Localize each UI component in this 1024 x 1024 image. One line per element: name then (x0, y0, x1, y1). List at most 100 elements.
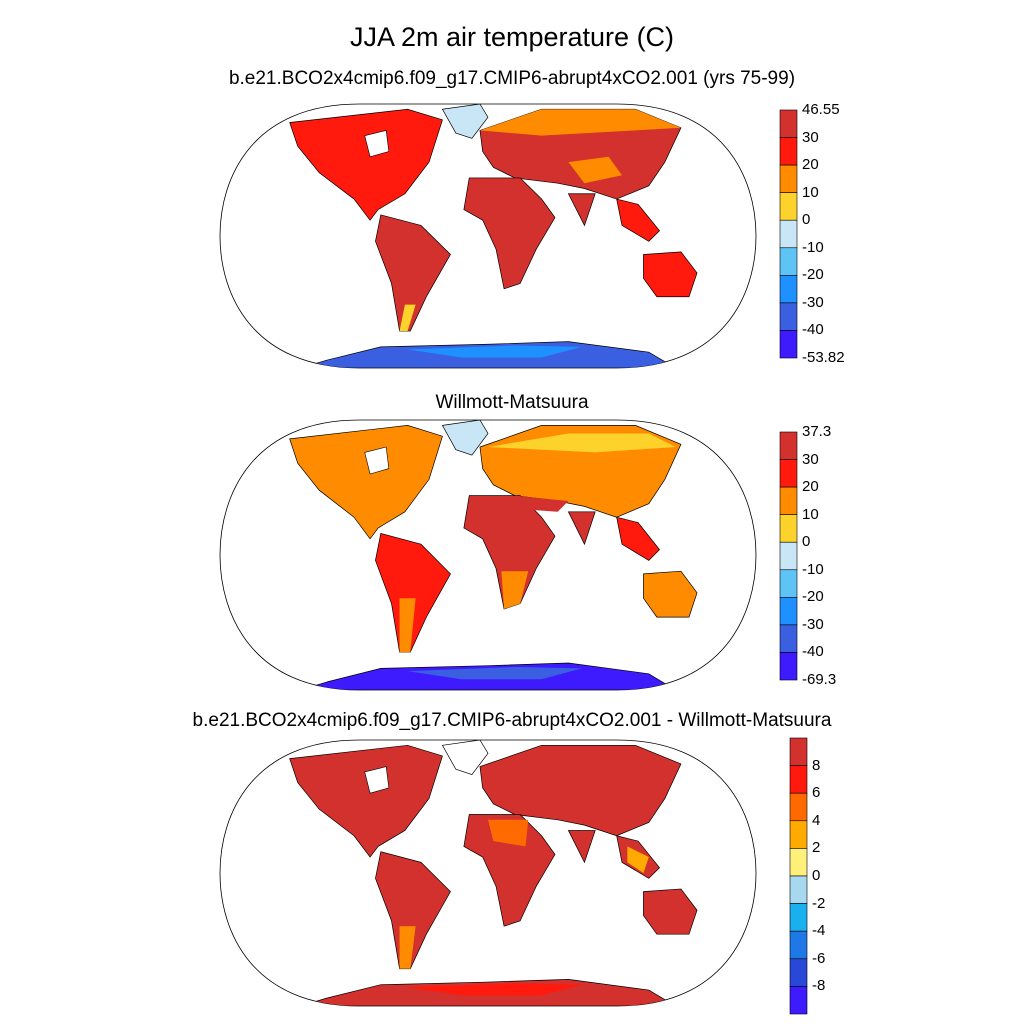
hudson-bay (364, 766, 390, 794)
region-sea (616, 198, 660, 242)
colorbar-tick-label: 0 (812, 867, 821, 884)
region-ind (567, 830, 596, 864)
colorbar-tick-label: 37.3 (802, 423, 832, 440)
colorbar-swatch (789, 958, 808, 987)
region-sam-s (399, 598, 416, 653)
region-afr (463, 177, 556, 290)
map-panel-1 (219, 103, 757, 369)
region-afr-s (501, 571, 529, 609)
colorbar-tick-label: 20 (802, 156, 819, 174)
colorbar-swatch (789, 903, 808, 932)
colorbar-tick-label: -10 (802, 238, 824, 256)
colorbar-tick-label: -8 (812, 977, 826, 995)
region-antarctica-coast (407, 983, 582, 996)
colorbar-tick-label: 10 (802, 505, 819, 523)
colorbar-tick-label: 46.55 (802, 101, 840, 118)
region-aus (643, 888, 698, 935)
region-sea (616, 516, 660, 561)
colorbar-tick-label: -40 (802, 643, 824, 661)
colorbar-swatch (779, 652, 798, 681)
hudson-bay (364, 446, 390, 475)
colorbar-tick-label: -4 (812, 922, 826, 940)
region-sam-s3 (399, 926, 416, 969)
colorbar-swatch (779, 486, 798, 515)
colorbar-swatch (789, 737, 808, 766)
colorbar-tick-label: -2 (812, 894, 826, 912)
colorbar-swatch (779, 137, 798, 166)
colorbar-swatch (789, 848, 808, 877)
colorbar-tick-label: 20 (802, 478, 819, 496)
colorbar-tick-label: 10 (802, 183, 819, 201)
region-antarctica-coast (407, 345, 582, 358)
hudson-bay (364, 130, 390, 158)
region-eur-n2 (488, 433, 676, 453)
region-grn (441, 104, 489, 139)
colorbar-tick-label: -10 (802, 560, 824, 578)
colorbar-swatch (779, 302, 798, 331)
region-sam-tip (399, 304, 416, 332)
colorbar-tick-label: 0 (802, 211, 811, 229)
panel-3-title: b.e21.BCO2x4cmip6.f09_g17.CMIP6-abrupt4x… (192, 710, 832, 731)
colorbar-tick-label: -69.3 (802, 671, 837, 688)
colorbar-swatch (779, 109, 798, 138)
region-nam (289, 744, 443, 858)
region-ind (567, 193, 596, 227)
region-grn (441, 420, 489, 456)
colorbar-tick-label: 30 (802, 128, 819, 146)
colorbar-swatch (789, 875, 808, 904)
region-aus (643, 570, 698, 618)
region-asia-plateau (568, 156, 622, 184)
region-sam (375, 214, 451, 332)
colorbar-3 (789, 737, 808, 1015)
figure-title: JJA 2m air temperature (C) (349, 22, 675, 52)
colorbar-tick-label: 6 (812, 784, 821, 802)
region-antarctica-coast (407, 667, 582, 680)
colorbar-tick-label: -40 (802, 321, 824, 339)
colorbar-2 (779, 431, 798, 681)
region-aus (643, 251, 698, 298)
region-sahara3 (488, 819, 529, 847)
land-layer (289, 740, 698, 1006)
colorbar-swatch (779, 164, 798, 193)
colorbar-swatch (779, 569, 798, 598)
colorbar-swatch (779, 330, 798, 359)
colorbar-tick-label: 4 (812, 811, 821, 829)
colorbar-1 (779, 109, 798, 359)
colorbar-swatch (779, 514, 798, 543)
panel-2-title: Willmott-Matsuura (435, 392, 589, 413)
colorbar-swatch (779, 219, 798, 249)
colorbar-tick-label: -6 (812, 949, 826, 967)
region-ind (567, 511, 596, 546)
map-panel-2 (219, 419, 757, 691)
colorbar-swatch (779, 541, 798, 571)
land-layer (289, 104, 698, 368)
colorbar-tick-label: -20 (802, 266, 824, 284)
colorbar-tick-label: -53.82 (802, 349, 845, 366)
region-mideast (514, 495, 569, 512)
colorbar-swatch (789, 986, 808, 1015)
region-sea3 (627, 846, 649, 873)
colorbar-swatch (779, 431, 798, 460)
region-nam (289, 108, 443, 221)
region-afr (463, 814, 556, 927)
map-panel-3 (219, 739, 757, 1007)
panel-1-title: b.e21.BCO2x4cmip6.f09_g17.CMIP6-abrupt4x… (228, 68, 796, 89)
colorbar-swatch (779, 459, 798, 488)
colorbar-tick-label: -30 (802, 293, 824, 311)
colorbar-tick-label: 30 (802, 450, 819, 468)
colorbar-tick-label: 8 (812, 756, 821, 774)
region-eur-n (479, 109, 681, 136)
region-nam (289, 425, 443, 540)
colorbar-tick-label: 0 (802, 533, 811, 551)
colorbar-swatch (779, 275, 798, 304)
colorbar-tick-label: -30 (802, 615, 824, 633)
colorbar-swatch (789, 765, 808, 794)
colorbar-swatch (789, 792, 808, 822)
colorbar-swatch (779, 624, 798, 653)
colorbar-swatch (779, 247, 798, 276)
colorbar-tick-label: 2 (812, 839, 821, 857)
colorbar-swatch (779, 597, 798, 626)
colorbar-swatch (779, 192, 798, 221)
region-grn (441, 740, 489, 775)
